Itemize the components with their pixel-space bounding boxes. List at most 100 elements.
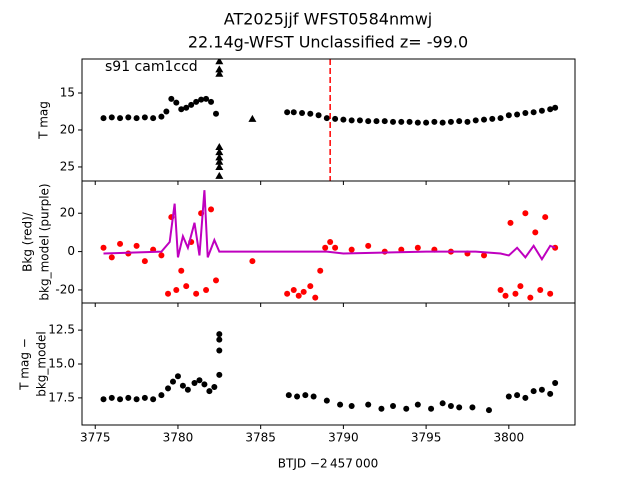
data-point — [294, 393, 301, 400]
data-point — [348, 403, 355, 410]
x-tick-label: 3790 — [328, 431, 359, 445]
data-point — [332, 115, 339, 122]
y-tick-label: 12.5 — [48, 323, 75, 337]
data-point — [439, 400, 446, 407]
data-point — [497, 115, 504, 122]
data-point — [201, 381, 208, 388]
plot-area — [100, 59, 559, 181]
data-point — [213, 110, 220, 117]
data-point — [431, 118, 438, 125]
data-point — [481, 116, 488, 123]
data-point — [456, 404, 463, 411]
data-point — [290, 109, 297, 116]
y-axis-label: T mag − — [18, 338, 32, 391]
y-axis-label: Bkg (red)/ — [21, 211, 35, 272]
data-point — [150, 115, 157, 122]
data-point — [141, 394, 148, 401]
data-point — [208, 98, 215, 105]
data-point — [378, 405, 385, 412]
data-point — [552, 379, 559, 386]
data-point — [315, 112, 322, 119]
data-point — [464, 118, 471, 125]
data-point — [398, 118, 405, 125]
data-point — [406, 118, 413, 125]
data-point — [532, 229, 539, 236]
data-point — [178, 267, 185, 274]
data-point — [423, 119, 430, 126]
data-point — [547, 290, 554, 297]
data-point — [117, 240, 124, 247]
data-point — [168, 95, 175, 102]
data-point — [390, 403, 397, 410]
data-point — [133, 242, 140, 249]
upper-limit — [215, 171, 224, 179]
data-point — [158, 392, 165, 399]
upper-limit — [215, 59, 224, 65]
data-point — [173, 99, 180, 106]
data-point — [365, 401, 372, 408]
data-point — [108, 394, 115, 401]
data-point — [108, 114, 115, 121]
data-point — [381, 118, 388, 125]
data-point — [472, 117, 479, 124]
upper-limit — [215, 157, 224, 165]
data-point — [213, 277, 220, 284]
data-point — [193, 98, 200, 105]
data-point — [552, 104, 559, 111]
y-tick-label: 20 — [60, 122, 75, 136]
data-point — [327, 239, 334, 245]
data-point — [403, 405, 410, 412]
data-point — [183, 283, 190, 290]
data-point — [179, 382, 186, 389]
data-point — [312, 294, 319, 301]
data-point — [337, 401, 344, 408]
data-point — [100, 396, 107, 403]
data-point — [348, 117, 355, 124]
data-point — [530, 109, 537, 116]
axes-frame — [81, 302, 576, 426]
data-point — [284, 290, 291, 297]
data-point — [249, 258, 256, 265]
data-point — [307, 110, 314, 117]
data-point — [447, 118, 454, 125]
data-point — [169, 378, 176, 385]
upper-limit — [215, 148, 224, 156]
data-point — [117, 115, 124, 122]
upper-limit — [215, 65, 224, 73]
data-point — [447, 403, 454, 410]
data-point — [307, 283, 314, 290]
data-point — [188, 101, 195, 108]
data-point — [191, 379, 198, 386]
data-point — [163, 108, 170, 115]
data-point — [356, 117, 363, 124]
data-point — [530, 388, 537, 395]
data-point — [414, 401, 421, 408]
data-point — [133, 115, 140, 122]
data-point — [439, 119, 446, 126]
x-tick-label: 3795 — [411, 431, 442, 445]
data-point — [547, 106, 554, 113]
y-tick-label: -20 — [55, 282, 75, 296]
data-point — [527, 294, 534, 301]
data-point — [365, 242, 372, 249]
data-point — [323, 397, 330, 404]
data-point — [150, 396, 157, 403]
upper-limit — [215, 142, 224, 150]
x-tick-label: 3780 — [163, 431, 194, 445]
y-axis-label: T mag — [37, 101, 51, 140]
data-point — [284, 109, 291, 116]
data-point — [414, 244, 421, 251]
data-point — [340, 116, 347, 123]
data-point — [206, 388, 213, 395]
data-point — [196, 377, 203, 384]
data-point — [198, 96, 205, 103]
data-point — [203, 286, 210, 293]
chart-subtitle: 22.14g-WFST Unclassified z= -99.0 — [188, 33, 468, 52]
data-point — [505, 112, 512, 119]
data-point — [299, 109, 306, 116]
data-point — [183, 104, 190, 111]
data-point — [547, 390, 554, 397]
plot-area — [100, 331, 559, 414]
